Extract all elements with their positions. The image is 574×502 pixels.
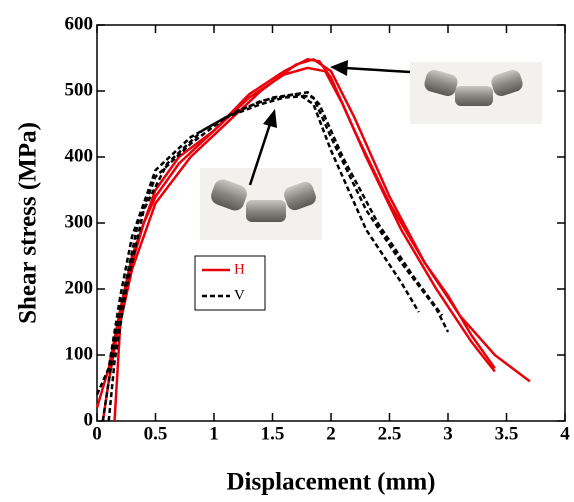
legend-label: H	[234, 261, 245, 277]
y-tick-label: 400	[65, 145, 94, 166]
curve	[95, 95, 420, 396]
x-tick-label: 1	[209, 423, 219, 444]
x-tick-label: 2.5	[378, 423, 402, 444]
x-tick-label: 0.5	[144, 423, 168, 444]
y-tick-label: 0	[84, 409, 94, 430]
curve	[101, 93, 450, 422]
x-tick-label: 1.5	[261, 423, 285, 444]
y-tick-label: 600	[65, 13, 94, 34]
x-tick-label: 4	[560, 423, 570, 444]
photo	[410, 62, 542, 124]
x-tick-label: 2	[326, 423, 336, 444]
x-tick-label: 3.5	[495, 423, 519, 444]
legend-box	[194, 255, 266, 311]
x-tick-label: 0	[92, 423, 102, 444]
photo	[200, 168, 322, 240]
curve	[113, 57, 496, 422]
y-tick-label: 100	[65, 343, 94, 364]
x-tick-label: 3	[443, 423, 453, 444]
arrow	[248, 60, 411, 186]
y-axis-label: Shear stress (MPa)	[15, 122, 42, 324]
legend-label: V	[234, 287, 245, 303]
x-axis-label: Displacement (mm)	[227, 469, 436, 496]
y-tick-label: 200	[65, 277, 94, 298]
curve	[107, 90, 444, 422]
y-tick-label: 300	[65, 211, 94, 232]
y-tick-label: 500	[65, 79, 94, 100]
